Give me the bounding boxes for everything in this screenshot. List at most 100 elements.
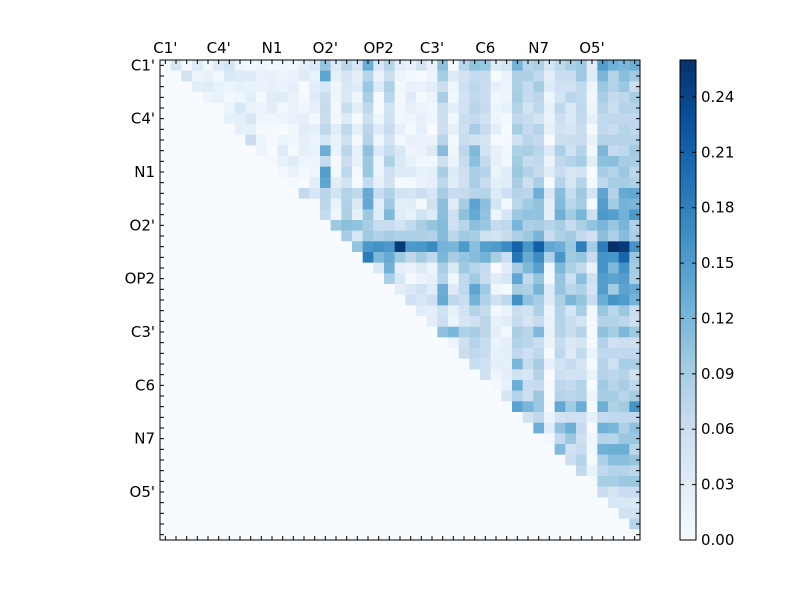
heatmap-cell: [437, 518, 449, 530]
heatmap-cell: [629, 358, 641, 370]
heatmap-cell: [544, 337, 555, 349]
heatmap-cell: [533, 401, 545, 413]
heatmap-cell: [245, 348, 257, 359]
heatmap-cell: [192, 145, 203, 157]
heatmap-cell: [298, 102, 310, 114]
heatmap-cell: [298, 529, 310, 541]
heatmap-cell: [416, 220, 427, 231]
heatmap-cell: [426, 497, 438, 509]
heatmap-cell: [352, 102, 363, 114]
heatmap-cell: [202, 337, 214, 349]
heatmap-cell: [501, 124, 513, 135]
heatmap-cell: [266, 230, 278, 242]
heatmap-cell: [586, 230, 598, 242]
heatmap-cell: [394, 305, 406, 317]
heatmap-cell: [554, 508, 566, 519]
heatmap-cell: [490, 60, 502, 71]
heatmap-cell: [352, 220, 363, 231]
heatmap-cell: [288, 380, 299, 391]
heatmap-cell: [565, 209, 577, 221]
heatmap-cell: [384, 156, 395, 167]
heatmap-cell: [533, 486, 545, 498]
heatmap-cell: [597, 444, 609, 455]
heatmap-cell: [533, 518, 545, 530]
heatmap-cell: [405, 380, 417, 391]
heatmap-cell: [373, 422, 385, 434]
heatmap-cell: [320, 92, 331, 103]
heatmap-cell: [373, 412, 385, 423]
heatmap-cell: [245, 294, 257, 306]
heatmap-cell: [277, 113, 289, 125]
heatmap-cell: [213, 529, 225, 541]
heatmap-cell: [320, 508, 331, 519]
heatmap-cell: [362, 241, 374, 253]
heatmap-cell: [341, 81, 353, 93]
heatmap-cell: [533, 508, 545, 519]
heatmap-cell: [298, 134, 310, 146]
heatmap-cell: [501, 348, 513, 359]
heatmap-cell: [501, 465, 513, 477]
heatmap-cell: [394, 209, 406, 221]
heatmap-cell: [202, 358, 214, 370]
heatmap-cell: [245, 188, 257, 199]
heatmap-cell: [288, 145, 299, 157]
heatmap-cell: [586, 220, 598, 231]
heatmap-cell: [405, 156, 417, 167]
heatmap-cell: [597, 92, 609, 103]
heatmap-cell: [405, 422, 417, 434]
heatmap-cell: [245, 497, 257, 509]
heatmap-cell: [309, 220, 321, 231]
heatmap-cell: [469, 529, 481, 541]
heatmap-cell: [426, 220, 438, 231]
heatmap-cell: [245, 422, 257, 434]
heatmap-cell: [341, 348, 353, 359]
heatmap-cell: [181, 390, 193, 402]
heatmap-cell: [320, 209, 331, 221]
heatmap-cell: [394, 230, 406, 242]
heatmap-cell: [522, 273, 534, 285]
heatmap-cell: [373, 294, 385, 306]
heatmap-cell: [384, 124, 395, 135]
heatmap-cell: [362, 390, 374, 402]
heatmap-cell: [618, 401, 630, 413]
heatmap-cell: [522, 252, 534, 263]
heatmap-cell: [586, 412, 598, 423]
heatmap-cell: [629, 401, 641, 413]
heatmap-cell: [245, 412, 257, 423]
heatmap-cell: [544, 486, 555, 498]
heatmap-cell: [352, 198, 363, 210]
heatmap-cell: [394, 177, 406, 189]
heatmap-cell: [576, 113, 587, 125]
heatmap-cell: [245, 145, 257, 157]
heatmap-cell: [405, 92, 417, 103]
heatmap-cell: [341, 262, 353, 274]
heatmap-cell: [501, 198, 513, 210]
heatmap-cell: [330, 156, 342, 167]
heatmap-cell: [298, 326, 310, 338]
heatmap-cell: [608, 337, 619, 349]
heatmap-cell: [309, 124, 321, 135]
heatmap-cell: [394, 113, 406, 125]
heatmap-cell: [234, 145, 246, 157]
heatmap-cell: [533, 156, 545, 167]
heatmap-cell: [160, 156, 171, 167]
heatmap-cell: [320, 273, 331, 285]
heatmap-cell: [490, 198, 502, 210]
heatmap-cell: [544, 145, 555, 157]
heatmap-cell: [320, 337, 331, 349]
heatmap-cell: [277, 166, 289, 178]
heatmap-cell: [373, 390, 385, 402]
heatmap-cell: [384, 284, 395, 295]
heatmap-cell: [256, 401, 267, 413]
heatmap-cell: [384, 305, 395, 317]
heatmap-cell: [245, 230, 257, 242]
heatmap-cell: [202, 252, 214, 263]
heatmap-cell: [554, 422, 566, 434]
heatmap-cell: [298, 70, 310, 82]
heatmap-cell: [256, 134, 267, 146]
heatmap-cell: [512, 198, 523, 210]
heatmap-cell: [352, 529, 363, 541]
heatmap-cell: [522, 497, 534, 509]
heatmap-cell: [341, 102, 353, 114]
heatmap-cell: [202, 156, 214, 167]
